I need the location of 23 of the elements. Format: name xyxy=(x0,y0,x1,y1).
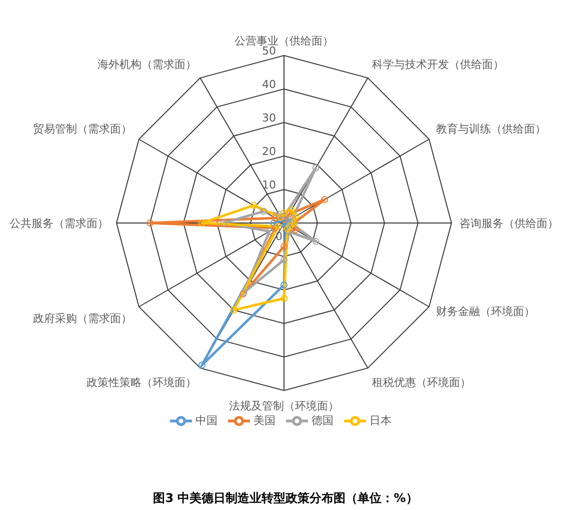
spoke-label: 租税优惠（环境面） xyxy=(372,376,471,389)
legend-label: 美国 xyxy=(254,414,276,428)
spoke-label: 教育与训练（供给面） xyxy=(436,122,546,136)
spoke-label: 政府采购（需求面） xyxy=(33,312,132,325)
y-tick-label: 50 xyxy=(262,44,276,58)
text: 图3 中美德日制造业转型政策分布图（单位：%） xyxy=(152,490,419,507)
spoke-label: 公共服务（需求面） xyxy=(10,217,108,230)
legend-label: 日本 xyxy=(370,414,392,428)
spoke-label: 公营事业（供给面） xyxy=(234,34,334,48)
y-tick-label: 40 xyxy=(262,78,276,91)
spoke-label: 政策性策略（环境面） xyxy=(86,376,196,389)
y-tick-label: 10 xyxy=(262,178,276,192)
y-tick-label: 30 xyxy=(262,112,276,124)
legend-label: 中国 xyxy=(196,414,218,428)
spoke-label: 财务金融（环境面） xyxy=(436,304,535,318)
y-tick-label: 20 xyxy=(262,145,276,158)
legend-label: 德国 xyxy=(312,414,334,428)
spoke-label: 法规及管制（环境面） xyxy=(229,400,339,412)
y-tick-label: 0 xyxy=(276,230,282,243)
spoke-label: 科学与技术开发（供给面） xyxy=(372,58,504,72)
spoke-label: 贸易管制（需求面） xyxy=(33,122,132,136)
spoke-label: 咨询服务（供给面） xyxy=(460,217,558,230)
spoke-label: 海外机构（需求面） xyxy=(97,58,196,72)
